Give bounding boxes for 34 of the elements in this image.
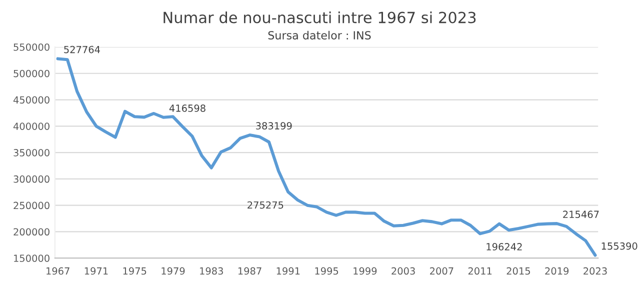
annotation: 155390 (602, 242, 638, 250)
chart-subtitle: Sursa datelor : INS (268, 30, 371, 40)
annotation: 215467 (563, 210, 599, 218)
annotation: 196242 (486, 243, 522, 250)
x-tick-label: 2023 (584, 267, 607, 275)
y-tick-label: 400000 (13, 122, 50, 130)
x-tick-label: 1983 (200, 267, 223, 275)
y-tick-label: 250000 (14, 202, 50, 210)
x-tick-label: 2007 (430, 267, 454, 275)
annotation: 383199 (256, 122, 292, 130)
x-tick-label: 1979 (162, 267, 185, 275)
annotation: 275275 (248, 201, 284, 209)
annotation: 416598 (169, 104, 206, 112)
chart-title: Numar de nou-nascuti intre 1967 si 2023 (164, 11, 476, 24)
x-tick-label: 1987 (238, 267, 262, 275)
y-tick-label: 500000 (14, 70, 50, 78)
x-tick-label: 1975 (123, 267, 146, 275)
x-tick-label: 1999 (354, 267, 377, 275)
y-tick-label: 450000 (13, 96, 50, 104)
y-tick-label: 300000 (14, 175, 50, 183)
y-tick-label: 200000 (14, 228, 50, 236)
x-tick-label: 1991 (276, 267, 300, 275)
x-tick-label: 2015 (506, 267, 530, 275)
y-tick-label: 350000 (14, 149, 50, 156)
x-tick-label: 1971 (84, 267, 108, 275)
x-tick-label: 1967 (46, 267, 70, 275)
y-tick-label: 550000 (14, 43, 50, 51)
y-tick-label: 150000 (14, 254, 50, 262)
x-tick-label: 1995 (315, 267, 338, 275)
line-series (56, 57, 597, 257)
x-tick-label: 2011 (468, 267, 492, 275)
x-tick-label: 2019 (545, 267, 569, 275)
x-tick-label: 2003 (392, 267, 415, 275)
annotation: 527764 (64, 46, 100, 54)
